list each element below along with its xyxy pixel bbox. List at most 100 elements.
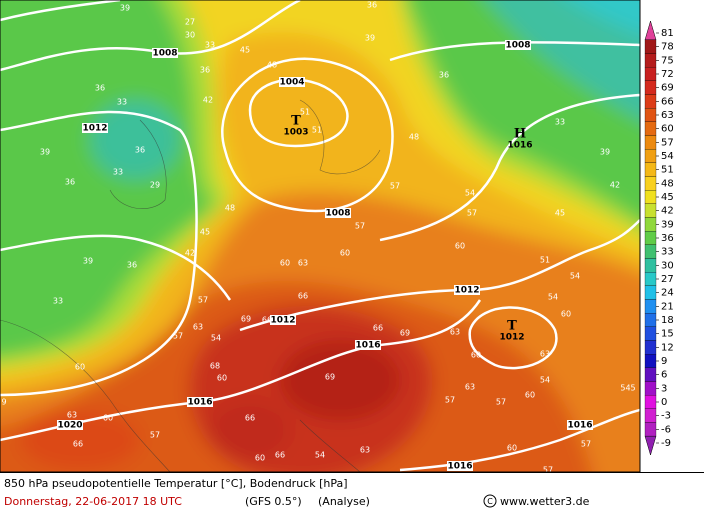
colorbar-label: 81	[661, 28, 674, 39]
coastlines	[0, 99, 381, 472]
colorbar-segment	[644, 135, 657, 150]
temperature-label: 63	[540, 350, 550, 359]
colorbar-label: 42	[661, 206, 674, 217]
temperature-label: 63	[193, 323, 203, 332]
temperature-label: 63	[465, 383, 475, 392]
temperature-label: 60	[471, 351, 481, 360]
footer-run: (Analyse)	[318, 495, 370, 508]
isobar-label: 1004	[279, 78, 304, 88]
colorbar-label: -9	[661, 438, 671, 449]
isobar-label-bg	[454, 285, 480, 295]
colorbar-segment	[644, 53, 657, 68]
footer-model: (GFS 0.5°)	[245, 495, 302, 508]
colorbar-segment	[644, 108, 657, 122]
temperature-label: 54	[465, 189, 475, 198]
colorbar-label: 57	[661, 137, 674, 148]
colorbar-label: 18	[661, 315, 674, 326]
isobar-label-bg	[279, 77, 305, 87]
footer-source: www.wetter3.de	[500, 495, 590, 508]
isobar-label: 1008	[152, 49, 177, 59]
temperature-label: 42	[185, 249, 195, 258]
temperature-label: 60	[75, 363, 85, 372]
colorbar-segment	[644, 367, 657, 382]
colorbar-segment	[644, 340, 657, 355]
colorbar-segment	[644, 39, 657, 54]
colorbar-label: 36	[661, 233, 674, 244]
footer-title: 850 hPa pseudopotentielle Temperatur [°C…	[4, 477, 348, 490]
colorbar-label: -6	[661, 424, 671, 435]
temperature-label: 33	[205, 41, 215, 50]
isobar-label: 1016	[187, 398, 212, 408]
temperature-label: 33	[555, 118, 565, 127]
temperature-label: 33	[53, 297, 63, 306]
pressure-center-value: 1003	[283, 128, 308, 138]
temperature-label: 66	[298, 292, 308, 301]
temperature-label: 30	[185, 31, 195, 40]
temperature-label: 57	[355, 222, 365, 231]
isobar-label-bg	[325, 208, 351, 218]
temperature-label: 63	[67, 411, 77, 420]
temperature-label: 54	[548, 293, 558, 302]
temperature-label: 54	[570, 272, 580, 281]
colorbar-segment	[644, 381, 657, 396]
colorbar-label: 0	[661, 397, 667, 408]
temperature-label: 39	[120, 4, 130, 13]
isobar-label: 1008	[325, 209, 350, 219]
isobar-label: 1016	[355, 341, 380, 351]
temperature-label: 57	[496, 398, 506, 407]
colorbar-segment	[644, 121, 657, 136]
isobar-label: 1016	[567, 421, 592, 431]
colorbar-label: 24	[661, 288, 674, 299]
copyright-c: C	[487, 497, 493, 506]
colorbar-label: 54	[661, 151, 674, 162]
temperature-label: 27	[185, 18, 195, 27]
temperature-label: 42	[203, 96, 213, 105]
colorbar-label: 33	[661, 247, 674, 258]
colorbar-cap	[644, 435, 657, 456]
colorbar-label: 75	[661, 55, 674, 66]
colorbar-segment	[644, 258, 657, 273]
isobar-label-bg	[270, 315, 296, 325]
isobar-label: 1020	[57, 421, 82, 431]
colorbar-label: 3	[661, 383, 667, 394]
temperature-label: 60	[455, 242, 465, 251]
isobar-label-bg	[567, 420, 593, 430]
temperature-label: 36	[200, 66, 210, 75]
temperature-label: 45	[555, 209, 565, 218]
temperature-label: 42	[610, 181, 620, 190]
temperature-label: 60	[525, 391, 535, 400]
isobar-label: 1012	[82, 124, 107, 134]
temperature-label: 36	[95, 84, 105, 93]
colorbar-label: -3	[661, 411, 671, 422]
footer-date: Donnerstag, 22-06-2017 18 UTC	[4, 495, 182, 508]
isobar-label-bg	[447, 461, 473, 471]
temperature-label: 57	[150, 431, 160, 440]
colorbar-segment	[644, 422, 657, 437]
colorbar-segment	[644, 354, 657, 368]
isobar-label: 1016	[447, 462, 472, 472]
map: 39 36273033364239454833363936332936515148…	[0, 0, 640, 472]
temperature-label: 39	[365, 34, 375, 43]
temperature-label: 39	[40, 148, 50, 157]
temperature-label: 36	[127, 261, 137, 270]
colorbar-segment	[644, 272, 657, 286]
isobar-label-bg	[355, 340, 381, 350]
colorbar-segment	[644, 217, 657, 232]
colorbar-label: 9	[661, 356, 667, 367]
temperature-label: 33	[117, 98, 127, 107]
colorbar-segment	[644, 231, 657, 245]
colorbar-segment	[644, 149, 657, 163]
temperature-label: 60	[255, 454, 265, 463]
temperature-label: 66	[262, 316, 272, 325]
temperature-label: 9	[1, 398, 6, 407]
temperature-label: 57	[445, 396, 455, 405]
colorbar-label: 6	[661, 370, 667, 381]
colorbar-label: 51	[661, 165, 674, 176]
temperature-label: 57	[467, 209, 477, 218]
isobar-label-bg	[505, 40, 531, 50]
colorbar-cap	[644, 20, 657, 41]
colorbar-segment	[644, 395, 657, 409]
colorbar-segment	[644, 67, 657, 81]
temperature-label: 57	[173, 332, 183, 341]
